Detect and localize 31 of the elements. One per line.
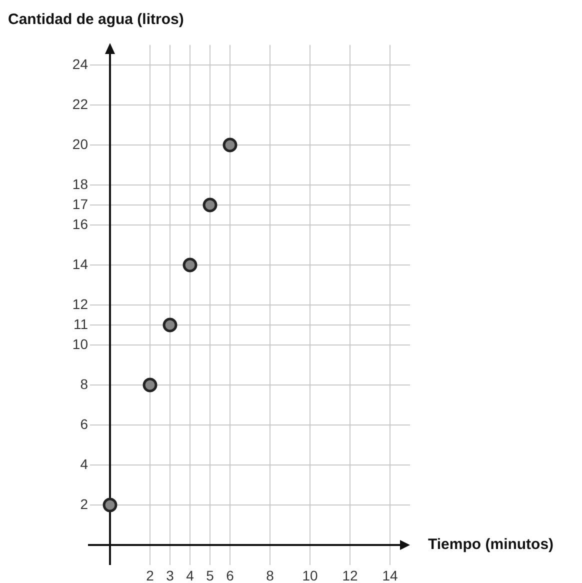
x-tick-label: 10 [302,567,318,583]
y-tick-label: 20 [72,136,88,152]
x-tick-label: 12 [342,567,358,583]
y-tick-label: 4 [80,456,88,472]
point [142,378,158,392]
y-tick-label: 14 [72,256,88,272]
point [182,258,198,272]
y-axis-title: Cantidad de agua (litros) [8,11,184,28]
y-tick-label: 16 [72,216,88,232]
x-tick-label: 14 [382,567,398,583]
y-tick-label: 24 [72,56,88,72]
x-tick-label: 6 [226,567,234,583]
y-tick-label: 6 [80,416,88,432]
y-tick-label: 8 [80,376,88,392]
y-tick-label: 10 [72,336,88,352]
y-tick-label: 12 [72,296,88,312]
point [162,318,178,332]
x-tick-label: 3 [166,567,174,583]
x-tick-label: 4 [186,567,194,583]
x-tick-label: 2 [146,567,154,583]
y-tick-label: 22 [72,96,88,112]
x-tick-label: 8 [266,567,274,583]
point [202,198,218,212]
y-tick-label: 2 [80,496,88,512]
x-tick-label: 5 [206,567,214,583]
x-axis-title: Tiempo (minutos) [428,536,554,554]
point [102,498,118,512]
y-tick-label: 11 [73,316,88,332]
y-tick-label: 18 [72,176,88,192]
y-tick-label: 17 [72,196,88,212]
point [222,138,238,152]
